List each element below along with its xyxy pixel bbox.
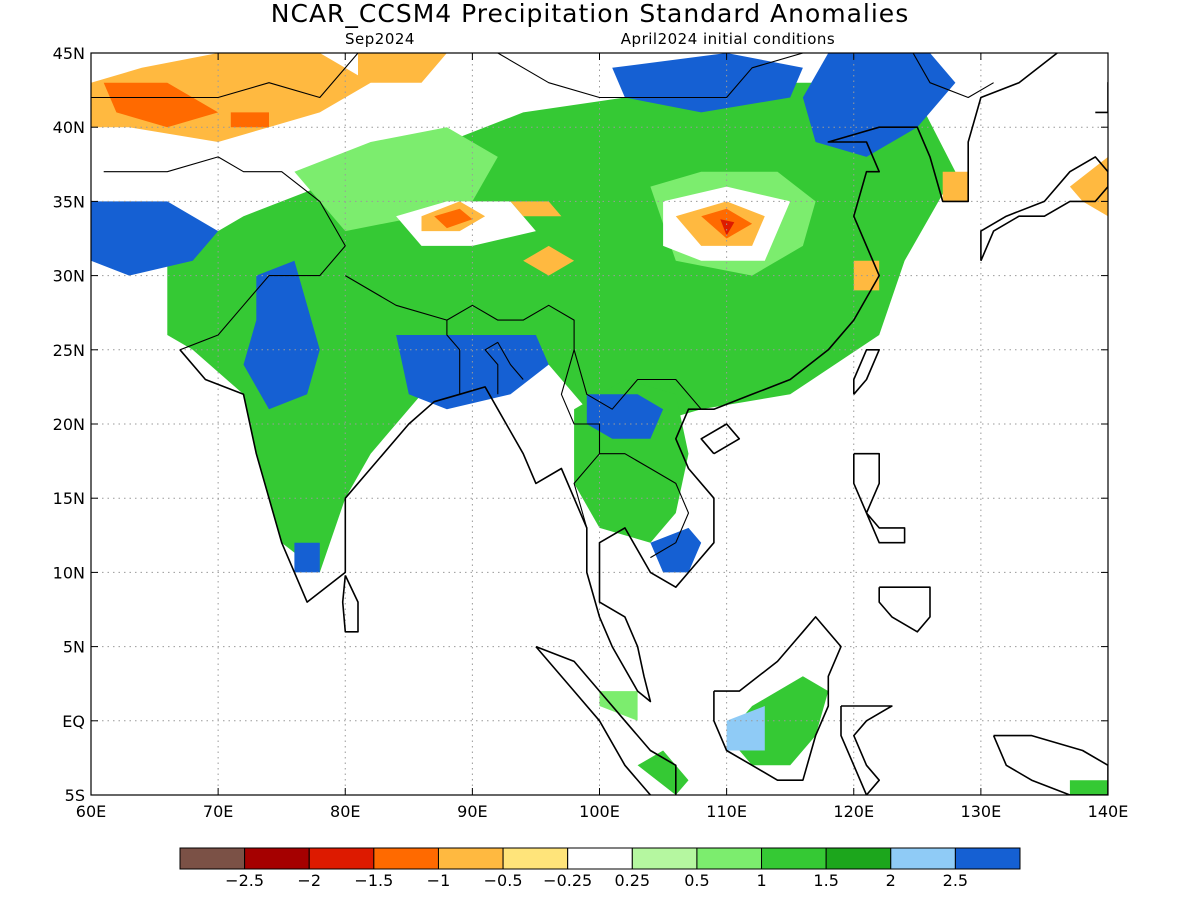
colorbar-label: 1.5 [813, 871, 838, 890]
coastline [535, 645, 677, 795]
colorbar-label: −2 [297, 871, 321, 890]
colorbar-labels: −2.5 −2 −1.5 −1 −0.5 −0.25 0.25 0.5 1 1.5 2 2.5 [225, 871, 968, 890]
colorbar-box [373, 847, 439, 870]
anomaly-region [91, 201, 219, 276]
coastline [700, 423, 741, 455]
colorbar-boxes [179, 847, 1021, 870]
colorbar-label: 1 [756, 871, 766, 890]
anomaly-region [103, 82, 219, 128]
chart-title: NCAR_CCSM4 Precipitation Standard Anomal… [271, 0, 909, 28]
lat-tick-label: 5S [65, 786, 85, 805]
anomaly-region [294, 542, 320, 573]
coastline [992, 734, 1108, 795]
anomaly-region [1069, 780, 1108, 795]
colorbar-box [179, 847, 246, 870]
map-area [91, 53, 1108, 795]
initial-conditions-label: April2024 initial conditions [621, 30, 835, 48]
lat-tick-label: 25N [53, 341, 85, 360]
colorbar-box [502, 847, 569, 870]
lat-tick-label: 20N [53, 415, 85, 434]
country-border [484, 341, 524, 395]
colorbar-box [244, 847, 310, 870]
coastline [980, 156, 1108, 262]
lon-tick-label: 60E [76, 802, 106, 821]
lon-tick-label: 130E [961, 802, 1002, 821]
coastline [840, 705, 893, 795]
lon-tick-label: 140E [1088, 802, 1129, 821]
latitude-axis: 45N 40N 35N 30N 25N 20N 15N 10N 5N EQ 5S [53, 44, 85, 805]
country-border [345, 275, 702, 410]
coastline [713, 616, 842, 782]
colorbar-box [631, 847, 698, 870]
lon-tick-label: 90E [457, 802, 487, 821]
coastline [878, 586, 931, 633]
colorbar-box [696, 847, 763, 870]
country-border [446, 320, 461, 395]
lon-tick-label: 110E [706, 802, 747, 821]
lat-tick-label: 35N [53, 192, 85, 211]
country-border [91, 53, 359, 99]
anomaly-layer [91, 53, 1108, 795]
colorbar-box [437, 847, 504, 870]
anomaly-region [243, 260, 320, 410]
lat-tick-label: 5N [63, 638, 85, 657]
anomaly-region [599, 691, 638, 721]
lat-tick-label: 15N [53, 489, 85, 508]
coastline [852, 452, 906, 544]
colorbar-box [825, 847, 892, 870]
colorbar-label: 0.5 [684, 871, 709, 890]
country-borders [91, 53, 994, 559]
country-border [560, 349, 601, 529]
lon-tick-label: 120E [833, 802, 874, 821]
valid-month-label: Sep2024 [345, 30, 415, 48]
anomaly-region [434, 208, 473, 229]
lon-tick-label: 70E [203, 802, 233, 821]
anomaly-region [230, 112, 269, 128]
colorbar-box [890, 847, 956, 870]
anomaly-region [650, 527, 702, 573]
lat-tick-label: EQ [62, 712, 85, 731]
grid-lines [91, 53, 1108, 795]
country-border [599, 453, 690, 559]
anomaly-region [510, 201, 562, 217]
anomaly-region [802, 53, 956, 157]
colorbar-box [567, 847, 633, 870]
country-border [912, 53, 994, 99]
anomaly-region [358, 53, 447, 83]
country-border [103, 156, 346, 351]
colorbar-label: 2 [886, 871, 896, 890]
axis-tick-marks [90, 52, 1109, 796]
lat-tick-label: 40N [53, 118, 85, 137]
coastline [1095, 80, 1108, 114]
coastlines [179, 53, 1108, 795]
lat-tick-label: 10N [53, 563, 85, 582]
coastline [341, 575, 359, 633]
lat-tick-label: 45N [53, 44, 85, 63]
lon-tick-label: 100E [579, 802, 620, 821]
colorbar-label: −1 [427, 871, 451, 890]
country-border [496, 53, 804, 99]
anomaly-region [726, 706, 765, 751]
lat-tick-label: 30N [53, 267, 85, 286]
colorbar-legend: −2.5 −2 −1.5 −1 −0.5 −0.25 0.25 0.5 1 1.5 2 2.5 [179, 847, 1021, 890]
colorbar-label: 2.5 [943, 871, 968, 890]
anomaly-region [942, 171, 969, 202]
colorbar-label: −2.5 [225, 871, 264, 890]
coastline [852, 348, 881, 395]
colorbar-label: 0.25 [614, 871, 650, 890]
anomaly-region [523, 245, 575, 276]
colorbar-box [954, 847, 1021, 870]
colorbar-label: −1.5 [354, 871, 393, 890]
colorbar-box [761, 847, 827, 870]
longitude-axis: 60E 70E 80E 90E 100E 110E 120E 130E 140E [76, 802, 1129, 821]
colorbar-box [308, 847, 375, 870]
colorbar-label: −0.25 [543, 871, 592, 890]
coastline [179, 53, 1058, 703]
anomaly-region [720, 219, 735, 236]
lon-tick-label: 80E [330, 802, 360, 821]
colorbar-label: −0.5 [484, 871, 523, 890]
